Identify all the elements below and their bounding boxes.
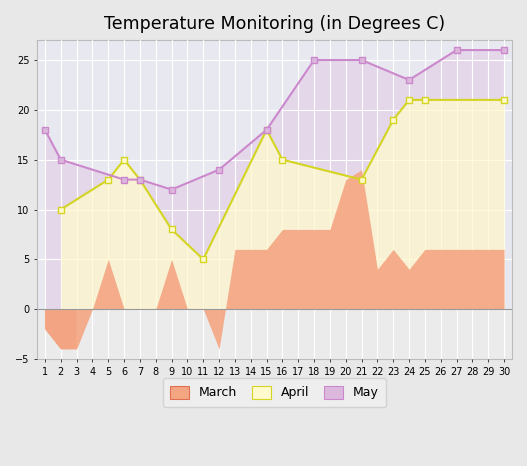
Legend: March, April, May: March, April, May: [162, 378, 386, 407]
Title: Temperature Monitoring (in Degrees C): Temperature Monitoring (in Degrees C): [104, 15, 445, 33]
Bar: [37, 40, 512, 309]
Bar: [37, 309, 512, 359]
